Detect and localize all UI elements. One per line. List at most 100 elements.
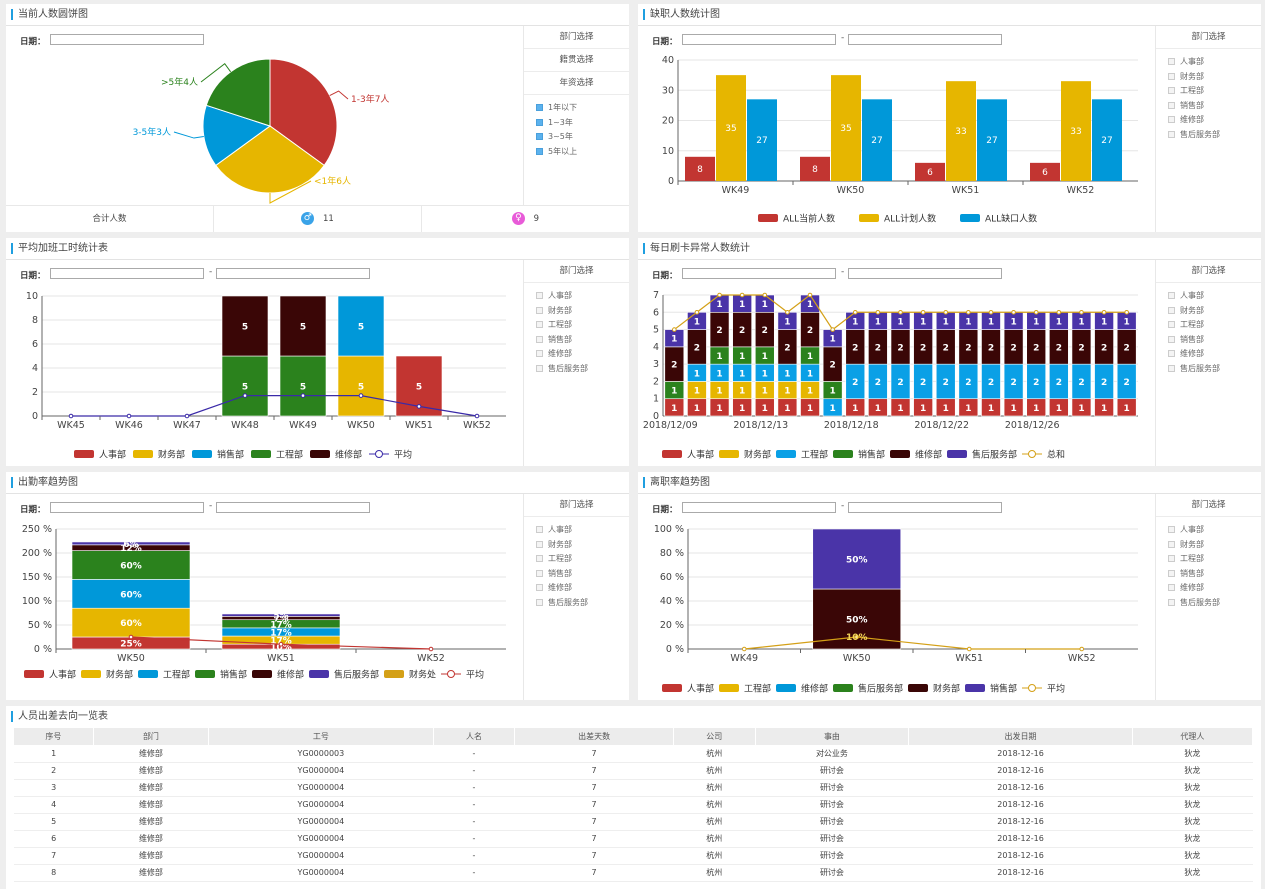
x-tick-label: 2018/12/13 bbox=[733, 420, 788, 431]
table-cell: 对公业务 bbox=[755, 745, 909, 763]
column-header[interactable]: 出发日期 bbox=[908, 728, 1133, 745]
date-to-input[interactable] bbox=[848, 502, 1002, 513]
trend-point bbox=[852, 309, 858, 315]
table-cell: 2018-12-16 bbox=[908, 864, 1133, 882]
filter-tenure-button[interactable]: 年资选择 bbox=[524, 72, 629, 95]
data-label: 1 bbox=[897, 404, 903, 414]
dept-checkbox[interactable]: 财务部 bbox=[1156, 70, 1261, 85]
dept-select-button[interactable]: 部门选择 bbox=[524, 260, 629, 283]
table-row[interactable]: 6 维修部 YG0000004-7 杭州 研讨会 2018-12-16 狄龙 bbox=[14, 830, 1253, 848]
dept-checkbox[interactable]: 人事部 bbox=[524, 289, 629, 304]
dept-checkbox[interactable]: 销售部 bbox=[1156, 567, 1261, 582]
table-cell: 7 bbox=[514, 762, 674, 780]
date-to-input[interactable] bbox=[216, 268, 370, 279]
column-header[interactable]: 代理人 bbox=[1132, 728, 1254, 745]
filter-dept-button[interactable]: 部门选择 bbox=[524, 26, 629, 49]
dept-checkbox[interactable]: 售后服务部 bbox=[524, 596, 629, 611]
dept-select-button[interactable]: 部门选择 bbox=[524, 494, 629, 517]
dept-checkbox[interactable]: 维修部 bbox=[1156, 113, 1261, 128]
table-row[interactable]: 1 维修部 YG0000003-7 杭州 对公业务 2018-12-16 狄龙 bbox=[14, 745, 1253, 763]
dept-checkbox[interactable]: 维修部 bbox=[1156, 581, 1261, 596]
dept-checkbox[interactable]: 人事部 bbox=[1156, 289, 1261, 304]
table-row[interactable]: 4 维修部 YG0000004-7 杭州 研讨会 2018-12-16 狄龙 bbox=[14, 796, 1253, 814]
dept-checkbox[interactable]: 财务部 bbox=[1156, 538, 1261, 553]
tenure-checkbox[interactable]: 1年以下 bbox=[524, 101, 629, 116]
dept-sidebar: 部门选择人事部 财务部 工程部 销售部 维修部 售后服务部 bbox=[1155, 26, 1261, 232]
date-to-input[interactable] bbox=[216, 502, 370, 513]
column-header[interactable]: 事由 bbox=[755, 728, 910, 745]
y-tick-label: 50 % bbox=[28, 620, 52, 631]
dept-select-button[interactable]: 部门选择 bbox=[1156, 26, 1261, 49]
table-cell: 7 bbox=[514, 813, 674, 831]
column-header[interactable]: 出差天数 bbox=[514, 728, 674, 745]
anomaly-bar-chart: 0 1 2 3 4 5 6 7 1 1 2 1 1 1 1 2 1 1 1 1 1 2 1 1 1 1 1 2 1 1 1 1 1 2 1 1 1 1 2 1… bbox=[643, 290, 1138, 461]
dept-checkbox[interactable]: 人事部 bbox=[1156, 523, 1261, 538]
checkbox-icon bbox=[1168, 584, 1175, 591]
dept-checkbox[interactable]: 售后服务部 bbox=[524, 362, 629, 377]
data-label: 10% bbox=[270, 643, 292, 653]
date-to-input[interactable] bbox=[848, 268, 1002, 279]
table-cell: 狄龙 bbox=[1132, 830, 1253, 848]
date-input[interactable] bbox=[50, 34, 204, 45]
legend-label: 人事部 bbox=[687, 449, 714, 461]
dept-select-button[interactable]: 部门选择 bbox=[1156, 260, 1261, 283]
dept-checkbox[interactable]: 工程部 bbox=[1156, 84, 1261, 99]
stacked-bar-segment bbox=[71, 607, 191, 638]
tenure-checkbox[interactable]: 1~3年 bbox=[524, 116, 629, 131]
date-from-input[interactable] bbox=[682, 34, 836, 45]
dept-checkbox[interactable]: 财务部 bbox=[524, 538, 629, 553]
date-from-input[interactable] bbox=[682, 268, 836, 279]
tenure-checkbox[interactable]: 5年以上 bbox=[524, 145, 629, 160]
x-tick-label: WK52 bbox=[1067, 185, 1095, 196]
column-header[interactable]: 公司 bbox=[673, 728, 756, 745]
data-label: 5 bbox=[416, 383, 422, 393]
column-header[interactable]: 序号 bbox=[14, 728, 94, 745]
filter-origin-button[interactable]: 籍贯选择 bbox=[524, 49, 629, 72]
checkbox-icon bbox=[536, 321, 543, 328]
dept-checkbox[interactable]: 工程部 bbox=[1156, 552, 1261, 567]
data-label: 1 bbox=[897, 317, 903, 327]
dept-checkbox[interactable]: 销售部 bbox=[1156, 99, 1261, 114]
data-label: 1 bbox=[716, 352, 722, 362]
dept-checkbox[interactable]: 销售部 bbox=[524, 567, 629, 582]
dept-checkbox[interactable]: 财务部 bbox=[524, 304, 629, 319]
dept-checkbox[interactable]: 销售部 bbox=[524, 333, 629, 348]
dept-checkbox[interactable]: 工程部 bbox=[524, 552, 629, 567]
x-tick-label: WK51 bbox=[267, 653, 295, 664]
table-cell: 维修部 bbox=[93, 796, 209, 814]
column-header[interactable]: 部门 bbox=[93, 728, 210, 745]
dept-checkbox[interactable]: 维修部 bbox=[524, 581, 629, 596]
dept-select-button[interactable]: 部门选择 bbox=[1156, 494, 1261, 517]
table-row[interactable]: 7 维修部 YG0000004-7 杭州 研讨会 2018-12-16 狄龙 bbox=[14, 847, 1253, 865]
table-row[interactable]: 3 维修部 YG0000004-7 杭州 研讨会 2018-12-16 狄龙 bbox=[14, 779, 1253, 797]
date-from-input[interactable] bbox=[50, 502, 204, 513]
date-from-input[interactable] bbox=[50, 268, 204, 279]
column-header[interactable]: 人名 bbox=[433, 728, 516, 745]
dept-checkbox[interactable]: 人事部 bbox=[524, 523, 629, 538]
trend-point bbox=[428, 646, 434, 652]
dept-checkbox[interactable]: 维修部 bbox=[524, 347, 629, 362]
date-to-input[interactable] bbox=[848, 34, 1002, 45]
legend-label: 财务部 bbox=[933, 683, 960, 695]
table-row[interactable]: 2 维修部 YG0000004-7 杭州 研讨会 2018-12-16 狄龙 bbox=[14, 762, 1253, 780]
column-header[interactable]: 工号 bbox=[208, 728, 434, 745]
dept-checkbox[interactable]: 维修部 bbox=[1156, 347, 1261, 362]
tenure-checkbox[interactable]: 3~5年 bbox=[524, 130, 629, 145]
stacked-bar-segment bbox=[221, 295, 269, 357]
dept-checkbox[interactable]: 销售部 bbox=[1156, 333, 1261, 348]
dept-checkbox[interactable]: 财务部 bbox=[1156, 304, 1261, 319]
dept-checkbox[interactable]: 人事部 bbox=[1156, 55, 1261, 70]
trend-line bbox=[744, 636, 1082, 650]
pie-label: <1年6人 bbox=[314, 175, 351, 187]
dept-checkbox[interactable]: 售后服务部 bbox=[1156, 362, 1261, 377]
dept-checkbox[interactable]: 工程部 bbox=[524, 318, 629, 333]
table-row[interactable]: 8 维修部 YG0000004-7 杭州 研讨会 2018-12-16 狄龙 bbox=[14, 864, 1253, 882]
date-from-input[interactable] bbox=[682, 502, 836, 513]
panel-title: 人员出差去向一览表 bbox=[6, 706, 1261, 728]
dept-checkbox[interactable]: 售后服务部 bbox=[1156, 596, 1261, 611]
table-row[interactable]: 5 维修部 YG0000004-7 杭州 研讨会 2018-12-16 狄龙 bbox=[14, 813, 1253, 831]
dept-checkbox[interactable]: 售后服务部 bbox=[1156, 128, 1261, 143]
bar bbox=[800, 156, 830, 181]
legend-label: 维修部 bbox=[915, 449, 942, 461]
dept-checkbox[interactable]: 工程部 bbox=[1156, 318, 1261, 333]
